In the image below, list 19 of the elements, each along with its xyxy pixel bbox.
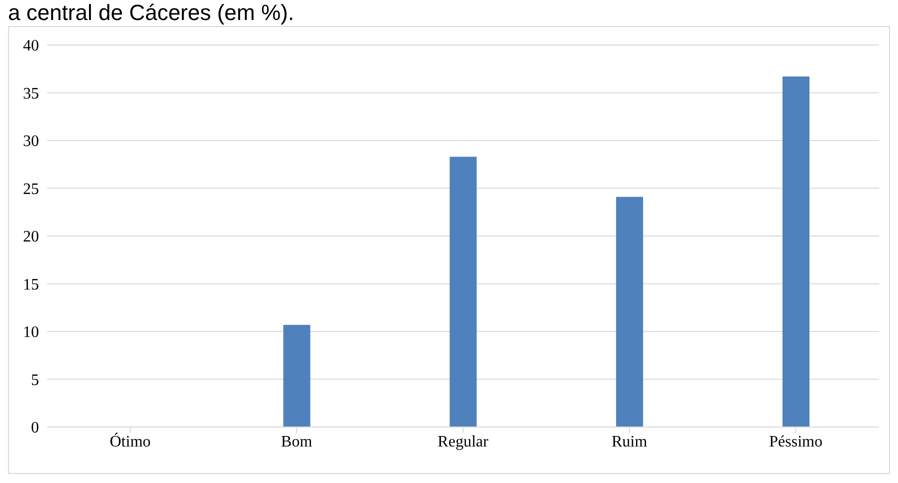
y-tick-label: 5 xyxy=(31,372,39,389)
y-tick-label: 30 xyxy=(23,133,39,150)
bar xyxy=(782,76,810,427)
y-tick-label: 15 xyxy=(23,276,39,294)
y-tick-label: 20 xyxy=(23,228,39,246)
x-tick-label: Ótimo xyxy=(110,432,151,450)
x-tick-label: Bom xyxy=(281,433,313,450)
x-tick-label: Ruim xyxy=(612,433,648,450)
bar xyxy=(450,156,477,427)
y-tick-label: 35 xyxy=(23,85,39,102)
y-tick-label: 25 xyxy=(23,180,39,198)
x-tick-label: Péssimo xyxy=(769,433,822,450)
y-tick-label: 10 xyxy=(23,324,39,342)
bar xyxy=(616,196,644,427)
bar xyxy=(283,324,310,427)
x-tick-label: Regular xyxy=(438,433,489,450)
y-tick-label: 40 xyxy=(23,38,39,55)
y-tick-label: 0 xyxy=(31,420,39,437)
chart-title: a central de Cáceres (em %). xyxy=(8,0,296,26)
